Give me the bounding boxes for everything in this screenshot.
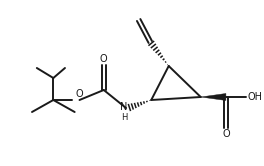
Text: O: O bbox=[100, 54, 107, 64]
Text: OH: OH bbox=[247, 92, 262, 102]
Text: O: O bbox=[222, 129, 230, 139]
Text: N: N bbox=[120, 102, 127, 112]
Text: H: H bbox=[121, 113, 127, 122]
Polygon shape bbox=[201, 93, 226, 100]
Text: O: O bbox=[76, 89, 83, 99]
